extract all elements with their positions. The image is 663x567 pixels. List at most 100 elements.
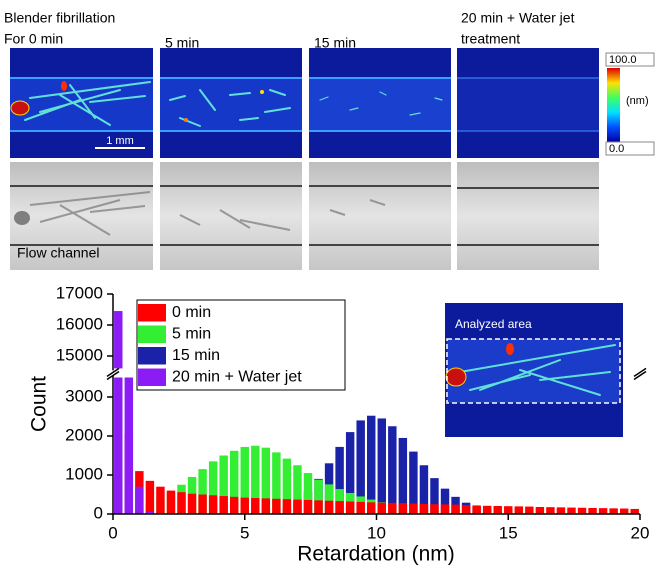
x-tick-label: 5 (240, 523, 249, 542)
y-tick-label: 16000 (56, 314, 103, 333)
panel-label: For 0 min (4, 31, 63, 47)
bar (124, 377, 134, 514)
y-tick-label: 0 (94, 503, 103, 522)
legend-swatch (138, 347, 166, 365)
bar-group (251, 445, 260, 514)
bar (240, 446, 249, 514)
bar-group (240, 497, 249, 514)
bar (588, 507, 597, 514)
panel-label: Blender fibrillation (4, 10, 115, 26)
bar (556, 507, 566, 514)
bar (377, 418, 386, 514)
bar (567, 507, 576, 514)
bar (229, 496, 239, 514)
bar (430, 504, 439, 514)
colorbar-max: 100.0 (609, 54, 637, 66)
y-tick-label: 1000 (65, 464, 103, 483)
panel-label: 20 min + Water jet (461, 10, 575, 26)
bar (335, 446, 344, 514)
bar (314, 479, 323, 514)
bar-group (461, 505, 471, 514)
bar (388, 426, 397, 514)
legend-label: 0 min (172, 304, 211, 321)
bar-group (440, 488, 450, 514)
bar (177, 492, 186, 514)
bar-group (493, 506, 502, 514)
panel-label: 5 min (165, 35, 199, 51)
bar-group (514, 506, 524, 514)
bar-group (156, 486, 165, 514)
bar (419, 465, 429, 514)
bar-group (324, 484, 334, 514)
bar-group (598, 508, 608, 514)
legend-label: 5 min (172, 325, 211, 342)
bar-group (377, 502, 386, 514)
bar-group (482, 505, 492, 514)
bar (335, 501, 344, 514)
colorbar-min: 0.0 (609, 143, 624, 155)
bar-group (388, 426, 397, 514)
legend-swatch (138, 325, 166, 343)
bar (314, 500, 323, 514)
colorbar-unit: (nm) (626, 95, 649, 107)
bar-group (166, 490, 176, 514)
bar-group (335, 501, 344, 514)
bar (145, 480, 155, 514)
x-tick-label: 20 (631, 523, 650, 542)
bar-group (356, 420, 365, 514)
bar (166, 490, 176, 514)
x-tick-label: 0 (108, 523, 117, 542)
bar-group (114, 311, 123, 514)
bar (493, 506, 502, 514)
bar-group (430, 504, 439, 514)
bar (367, 415, 376, 514)
bar (609, 508, 618, 514)
bar (504, 506, 513, 514)
bar (514, 506, 524, 514)
y-axis-title: Count (28, 376, 51, 432)
x-axis-title: Retardation (nm) (297, 543, 455, 566)
bar-group (440, 504, 450, 514)
bar-group (377, 418, 386, 514)
bright-field-images: Flow channel (10, 162, 599, 270)
bar (208, 461, 218, 514)
legend-swatch (138, 304, 166, 322)
bar (377, 502, 386, 514)
bar-group (229, 450, 239, 514)
bar-group (208, 495, 218, 514)
bar (156, 486, 165, 514)
bar (630, 508, 639, 514)
bar-group (145, 512, 155, 514)
bar (114, 377, 123, 514)
bar-group (251, 498, 260, 514)
bar-group (345, 432, 355, 514)
bar (135, 486, 144, 514)
bar (356, 420, 365, 514)
legend-label: 15 min (172, 347, 220, 364)
bar (525, 506, 534, 514)
bar-group (398, 437, 408, 514)
bar-group (303, 499, 313, 514)
bar-group (388, 502, 397, 514)
bar-group (272, 498, 281, 514)
bar-group (314, 479, 323, 514)
bar (229, 450, 239, 514)
y-tick-label: 2000 (65, 425, 103, 444)
legend-swatch (138, 368, 166, 386)
bar (409, 503, 418, 514)
bar-group (567, 507, 576, 514)
bar-group (345, 501, 355, 514)
y-tick-label: 17000 (56, 283, 103, 302)
bar (251, 445, 260, 514)
bar-group (261, 498, 271, 514)
bar-group (303, 473, 313, 514)
bar (367, 502, 376, 514)
bar (261, 447, 271, 514)
bar-group (577, 507, 587, 514)
x-tick-label: 10 (367, 523, 386, 542)
bar (219, 455, 228, 514)
bar (345, 501, 355, 514)
bar (398, 503, 408, 514)
scale-bar-label: 1 mm (106, 135, 134, 147)
bar-group (556, 507, 566, 514)
